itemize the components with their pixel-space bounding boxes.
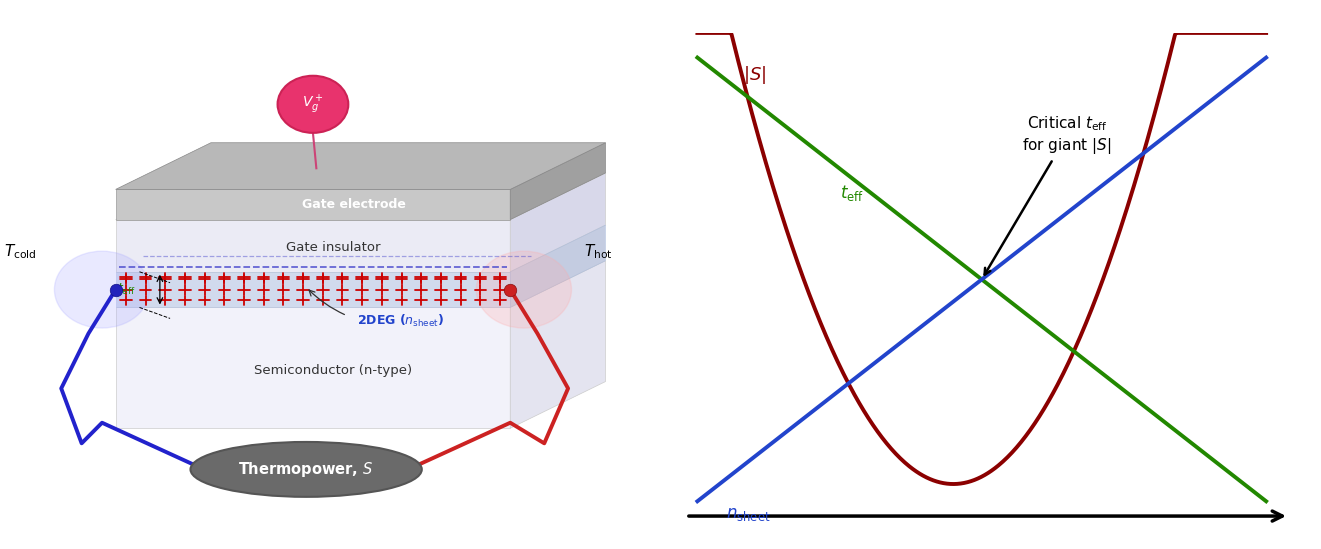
Text: $n_\mathrm{sheet}$: $n_\mathrm{sheet}$: [725, 505, 770, 523]
Text: 2DEG ($n_\mathrm{sheet}$): 2DEG ($n_\mathrm{sheet}$): [357, 313, 444, 329]
Text: Critical $t_\mathrm{eff}$
for giant $|S|$: Critical $t_\mathrm{eff}$ for giant $|S|…: [984, 115, 1112, 274]
Circle shape: [477, 251, 572, 328]
Text: $t_\mathrm{eff}$: $t_\mathrm{eff}$: [840, 183, 864, 203]
Text: $T_\mathrm{hot}$: $T_\mathrm{hot}$: [584, 242, 613, 261]
Polygon shape: [116, 143, 605, 189]
Polygon shape: [510, 225, 605, 307]
Polygon shape: [510, 173, 605, 272]
Polygon shape: [116, 220, 510, 272]
Polygon shape: [510, 261, 605, 428]
Text: $|S|$: $|S|$: [742, 64, 766, 86]
Polygon shape: [510, 143, 605, 220]
Text: $V_g^+$: $V_g^+$: [303, 93, 324, 116]
Polygon shape: [116, 272, 510, 307]
Polygon shape: [116, 173, 605, 220]
Text: $t_\mathrm{eff}$: $t_\mathrm{eff}$: [118, 282, 136, 297]
Ellipse shape: [190, 442, 421, 497]
Polygon shape: [116, 189, 510, 220]
Polygon shape: [116, 307, 510, 428]
Circle shape: [54, 251, 149, 328]
Text: Gate insulator: Gate insulator: [287, 240, 380, 254]
Text: $T_\mathrm{cold}$: $T_\mathrm{cold}$: [4, 242, 37, 261]
Circle shape: [277, 76, 349, 133]
Text: Gate electrode: Gate electrode: [301, 198, 406, 211]
Text: Semiconductor (n-type): Semiconductor (n-type): [254, 364, 412, 377]
Text: Thermopower, $S$: Thermopower, $S$: [238, 460, 374, 479]
